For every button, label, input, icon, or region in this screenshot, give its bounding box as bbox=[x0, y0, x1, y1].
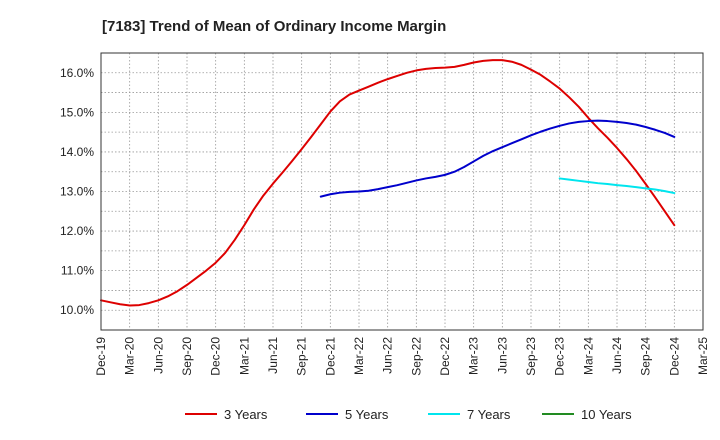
x-tick-label: Jun-24 bbox=[610, 337, 624, 374]
x-tick-label: Mar-23 bbox=[467, 337, 481, 375]
grid bbox=[101, 53, 703, 330]
legend-label: 7 Years bbox=[467, 407, 511, 422]
x-tick-label: Jun-20 bbox=[151, 337, 165, 374]
y-tick-label: 10.0% bbox=[60, 303, 94, 317]
x-tick-label: Dec-22 bbox=[438, 337, 452, 376]
y-tick-label: 15.0% bbox=[60, 105, 94, 119]
y-tick-label: 16.0% bbox=[60, 66, 94, 80]
x-tick-label: Mar-24 bbox=[581, 337, 595, 375]
x-tick-label: Jun-22 bbox=[381, 337, 395, 374]
x-tick-label: Dec-24 bbox=[667, 337, 681, 376]
x-tick-label: Dec-20 bbox=[209, 337, 223, 376]
legend-label: 10 Years bbox=[581, 407, 632, 422]
y-axis: 10.0% 11.0% 12.0% 13.0% 14.0% 15.0% 16.0% bbox=[60, 66, 94, 317]
x-tick-label: Sep-24 bbox=[639, 337, 653, 376]
y-tick-label: 14.0% bbox=[60, 145, 94, 159]
x-tick-label: Mar-21 bbox=[237, 337, 251, 375]
x-tick-label: Mar-22 bbox=[352, 337, 366, 375]
legend: 3 Years 5 Years 7 Years 10 Years bbox=[185, 407, 632, 422]
x-tick-label: Mar-25 bbox=[696, 337, 710, 375]
legend-label: 3 Years bbox=[224, 407, 268, 422]
y-tick-label: 12.0% bbox=[60, 224, 94, 238]
plot-frame bbox=[100, 52, 704, 331]
x-tick-label: Sep-22 bbox=[409, 337, 423, 376]
series-lines bbox=[100, 59, 676, 307]
series-line-3-years bbox=[100, 59, 676, 307]
x-tick-label: Dec-23 bbox=[553, 337, 567, 376]
x-tick-label: Dec-21 bbox=[323, 337, 337, 376]
x-tick-label: Sep-21 bbox=[295, 337, 309, 376]
x-tick-label: Jun-21 bbox=[266, 337, 280, 374]
x-tick-label: Jun-23 bbox=[495, 337, 509, 374]
x-tick-label: Mar-20 bbox=[123, 337, 137, 375]
y-tick-label: 11.0% bbox=[61, 264, 94, 278]
legend-label: 5 Years bbox=[345, 407, 389, 422]
series-line-5-years bbox=[319, 119, 676, 198]
x-tick-label: Sep-20 bbox=[180, 337, 194, 376]
series-line-7-years bbox=[558, 177, 676, 195]
y-tick-label: 13.0% bbox=[60, 185, 94, 199]
x-tick-label: Dec-19 bbox=[94, 337, 108, 376]
x-tick-label: Sep-23 bbox=[524, 337, 538, 376]
chart-title: [7183] Trend of Mean of Ordinary Income … bbox=[102, 18, 446, 35]
x-axis: Dec-19 Mar-20 Jun-20 Sep-20 Dec-20 Mar-21 Jun-… bbox=[94, 337, 710, 376]
